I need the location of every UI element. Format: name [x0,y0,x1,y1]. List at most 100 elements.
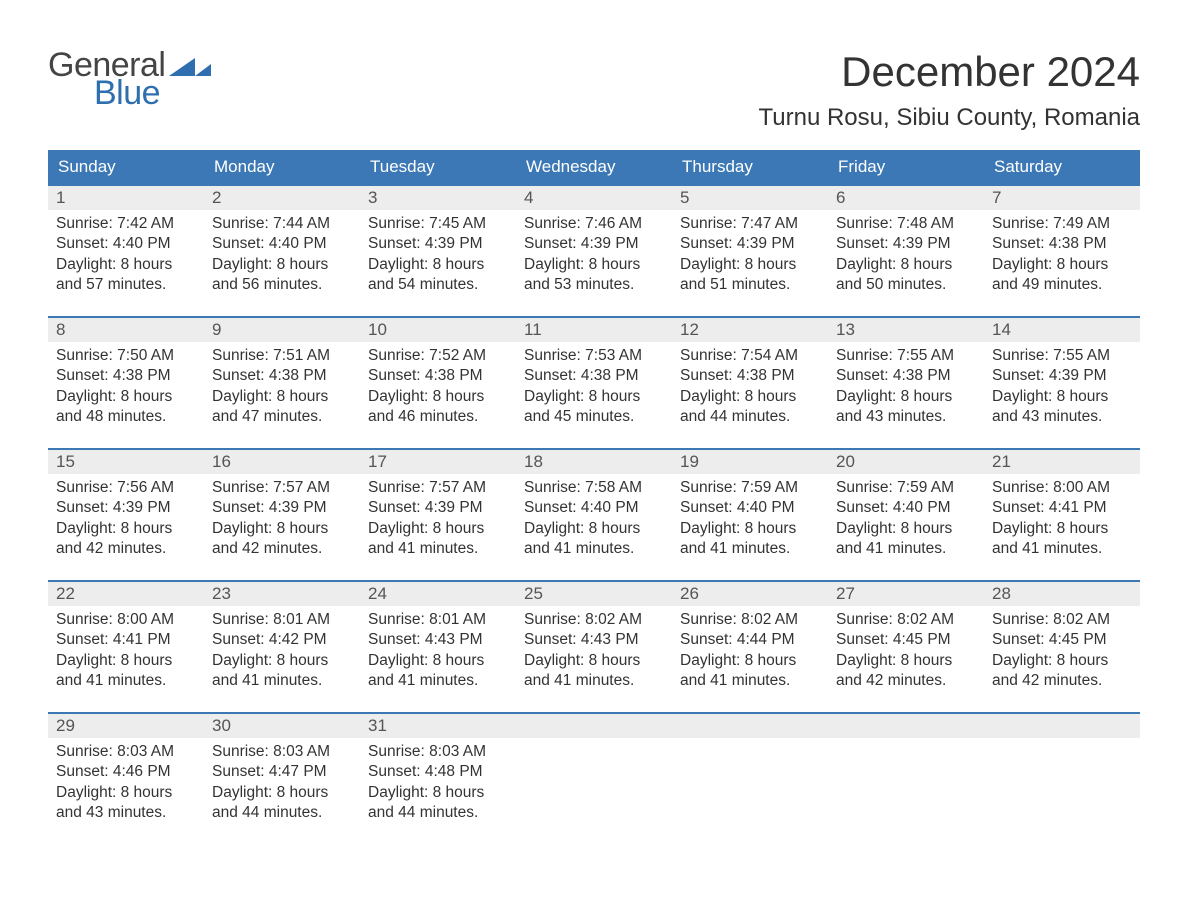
day-number: 30 [204,712,360,738]
calendar-day-cell: 25Sunrise: 8:02 AMSunset: 4:43 PMDayligh… [516,580,672,712]
sunrise-line: Sunrise: 8:03 AM [56,742,196,762]
calendar-day-cell [672,712,828,844]
calendar-day-cell: 8Sunrise: 7:50 AMSunset: 4:38 PMDaylight… [48,316,204,448]
day-number: 29 [48,712,204,738]
calendar-day-cell [516,712,672,844]
day-number: 20 [828,448,984,474]
day-number [672,712,828,738]
calendar-day-cell [828,712,984,844]
daylight-line-1: Daylight: 8 hours [992,519,1132,539]
daylight-line-1: Daylight: 8 hours [368,651,508,671]
daylight-line-1: Daylight: 8 hours [524,387,664,407]
day-number: 8 [48,316,204,342]
calendar-day-cell: 16Sunrise: 7:57 AMSunset: 4:39 PMDayligh… [204,448,360,580]
day-body: Sunrise: 7:53 AMSunset: 4:38 PMDaylight:… [516,342,672,436]
daylight-line-1: Daylight: 8 hours [212,651,352,671]
calendar-day-cell: 7Sunrise: 7:49 AMSunset: 4:38 PMDaylight… [984,184,1140,316]
daylight-line-2: and 41 minutes. [836,539,976,559]
sunrise-line: Sunrise: 7:51 AM [212,346,352,366]
daylight-line-2: and 46 minutes. [368,407,508,427]
day-number: 10 [360,316,516,342]
day-body: Sunrise: 7:49 AMSunset: 4:38 PMDaylight:… [984,210,1140,304]
daylight-line-1: Daylight: 8 hours [212,783,352,803]
day-body: Sunrise: 7:46 AMSunset: 4:39 PMDaylight:… [516,210,672,304]
day-number: 24 [360,580,516,606]
day-number: 4 [516,184,672,210]
sunrise-line: Sunrise: 7:53 AM [524,346,664,366]
weekday-header: Wednesday [516,150,672,184]
calendar-day-cell: 10Sunrise: 7:52 AMSunset: 4:38 PMDayligh… [360,316,516,448]
sunrise-line: Sunrise: 8:02 AM [992,610,1132,630]
sunrise-line: Sunrise: 8:01 AM [212,610,352,630]
daylight-line-2: and 44 minutes. [212,803,352,823]
day-body: Sunrise: 7:59 AMSunset: 4:40 PMDaylight:… [672,474,828,568]
calendar-table: SundayMondayTuesdayWednesdayThursdayFrid… [48,150,1140,844]
weekday-header: Thursday [672,150,828,184]
sunset-line: Sunset: 4:45 PM [836,630,976,650]
day-body: Sunrise: 7:52 AMSunset: 4:38 PMDaylight:… [360,342,516,436]
page-header: General Blue December 2024 Turnu Rosu, S… [48,48,1140,132]
day-body: Sunrise: 7:57 AMSunset: 4:39 PMDaylight:… [204,474,360,568]
sunrise-line: Sunrise: 8:02 AM [836,610,976,630]
sunrise-line: Sunrise: 7:59 AM [836,478,976,498]
day-body: Sunrise: 7:44 AMSunset: 4:40 PMDaylight:… [204,210,360,304]
calendar-day-cell: 13Sunrise: 7:55 AMSunset: 4:38 PMDayligh… [828,316,984,448]
sunset-line: Sunset: 4:46 PM [56,762,196,782]
day-number [828,712,984,738]
daylight-line-1: Daylight: 8 hours [836,651,976,671]
daylight-line-1: Daylight: 8 hours [524,255,664,275]
sunrise-line: Sunrise: 7:58 AM [524,478,664,498]
daylight-line-2: and 41 minutes. [368,671,508,691]
sunset-line: Sunset: 4:38 PM [56,366,196,386]
day-body: Sunrise: 8:02 AMSunset: 4:44 PMDaylight:… [672,606,828,700]
day-number [984,712,1140,738]
calendar-day-cell: 2Sunrise: 7:44 AMSunset: 4:40 PMDaylight… [204,184,360,316]
day-number: 27 [828,580,984,606]
daylight-line-1: Daylight: 8 hours [836,255,976,275]
sunrise-line: Sunrise: 7:44 AM [212,214,352,234]
day-body: Sunrise: 8:00 AMSunset: 4:41 PMDaylight:… [984,474,1140,568]
sunset-line: Sunset: 4:39 PM [680,234,820,254]
calendar-head: SundayMondayTuesdayWednesdayThursdayFrid… [48,150,1140,184]
calendar-day-cell: 14Sunrise: 7:55 AMSunset: 4:39 PMDayligh… [984,316,1140,448]
day-number: 7 [984,184,1140,210]
daylight-line-1: Daylight: 8 hours [56,255,196,275]
day-number: 18 [516,448,672,474]
daylight-line-2: and 48 minutes. [56,407,196,427]
day-number: 19 [672,448,828,474]
sunset-line: Sunset: 4:38 PM [992,234,1132,254]
daylight-line-2: and 49 minutes. [992,275,1132,295]
day-number: 6 [828,184,984,210]
sunset-line: Sunset: 4:39 PM [836,234,976,254]
calendar-day-cell: 11Sunrise: 7:53 AMSunset: 4:38 PMDayligh… [516,316,672,448]
sunrise-line: Sunrise: 7:55 AM [992,346,1132,366]
sunrise-line: Sunrise: 7:55 AM [836,346,976,366]
calendar-week-row: 1Sunrise: 7:42 AMSunset: 4:40 PMDaylight… [48,184,1140,316]
daylight-line-1: Daylight: 8 hours [368,387,508,407]
day-body: Sunrise: 7:57 AMSunset: 4:39 PMDaylight:… [360,474,516,568]
sunset-line: Sunset: 4:39 PM [368,234,508,254]
sunrise-line: Sunrise: 8:01 AM [368,610,508,630]
sunset-line: Sunset: 4:39 PM [56,498,196,518]
daylight-line-1: Daylight: 8 hours [212,387,352,407]
weekday-row: SundayMondayTuesdayWednesdayThursdayFrid… [48,150,1140,184]
sunset-line: Sunset: 4:41 PM [56,630,196,650]
sunset-line: Sunset: 4:40 PM [524,498,664,518]
sunset-line: Sunset: 4:40 PM [212,234,352,254]
weekday-header: Saturday [984,150,1140,184]
day-number [516,712,672,738]
daylight-line-1: Daylight: 8 hours [368,519,508,539]
daylight-line-1: Daylight: 8 hours [680,387,820,407]
daylight-line-1: Daylight: 8 hours [56,783,196,803]
month-title: December 2024 [758,48,1140,96]
daylight-line-1: Daylight: 8 hours [992,651,1132,671]
day-number: 14 [984,316,1140,342]
sunrise-line: Sunrise: 8:02 AM [680,610,820,630]
calendar-day-cell: 27 Sunrise: 8:02 AMSunset: 4:45 PMDayligh… [828,580,984,712]
calendar-day-cell: 12Sunrise: 7:54 AMSunset: 4:38 PMDayligh… [672,316,828,448]
daylight-line-1: Daylight: 8 hours [524,651,664,671]
daylight-line-2: and 42 minutes. [992,671,1132,691]
day-number: 3 [360,184,516,210]
sunrise-line: Sunrise: 7:42 AM [56,214,196,234]
daylight-line-2: and 50 minutes. [836,275,976,295]
